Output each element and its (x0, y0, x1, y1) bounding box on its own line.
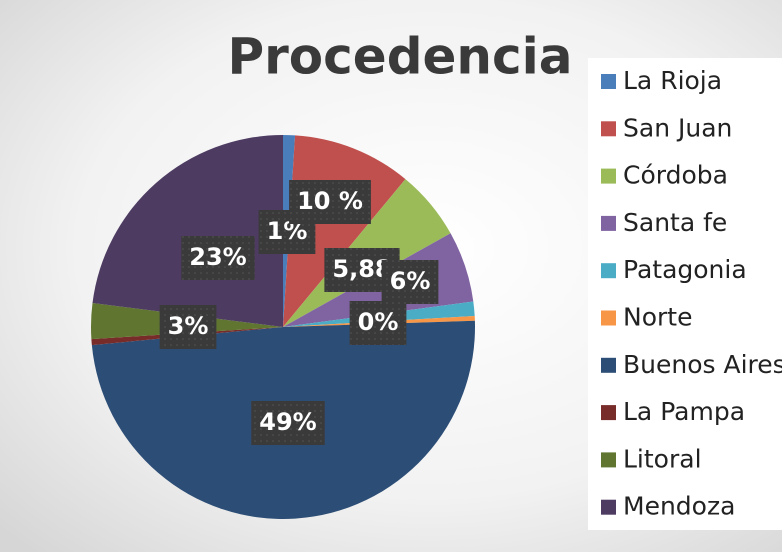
legend-swatch (601, 357, 616, 373)
legend-swatch (601, 74, 616, 89)
data-label: 3% (168, 312, 209, 340)
data-label: 6% (390, 267, 431, 295)
legend-swatch (601, 452, 616, 468)
legend-swatch (601, 405, 616, 421)
legend-label: Buenos Aires (623, 350, 782, 379)
data-label-box (181, 236, 255, 280)
legend-swatch (601, 499, 616, 515)
legend-label: La Pampa (623, 397, 745, 426)
data-label: 49% (259, 408, 316, 436)
legend-swatch (601, 310, 616, 326)
legend-label: Córdoba (623, 161, 728, 190)
data-label-box (381, 260, 439, 304)
legend-swatch (601, 215, 616, 231)
data-label: 0% (358, 308, 399, 336)
legend-label: Norte (623, 303, 692, 332)
legend-label: La Rioja (623, 66, 722, 95)
legend-swatch (601, 168, 616, 184)
legend-label: San Juan (623, 113, 732, 142)
data-label-box (159, 305, 217, 349)
legend-swatch (601, 121, 616, 137)
legend-label: Patagonia (623, 255, 747, 284)
data-label-box (289, 180, 371, 224)
data-label-box (251, 401, 325, 445)
legend-swatch (601, 263, 616, 279)
data-label-box (349, 301, 407, 345)
legend-label: Mendoza (623, 492, 735, 521)
legend-label: Santa fe (623, 208, 727, 237)
chart-title: Procedencia (227, 28, 572, 86)
legend-box (588, 58, 782, 530)
data-label: 23% (189, 243, 246, 271)
data-label: 10 % (297, 187, 363, 215)
legend-label: Litoral (623, 444, 702, 473)
